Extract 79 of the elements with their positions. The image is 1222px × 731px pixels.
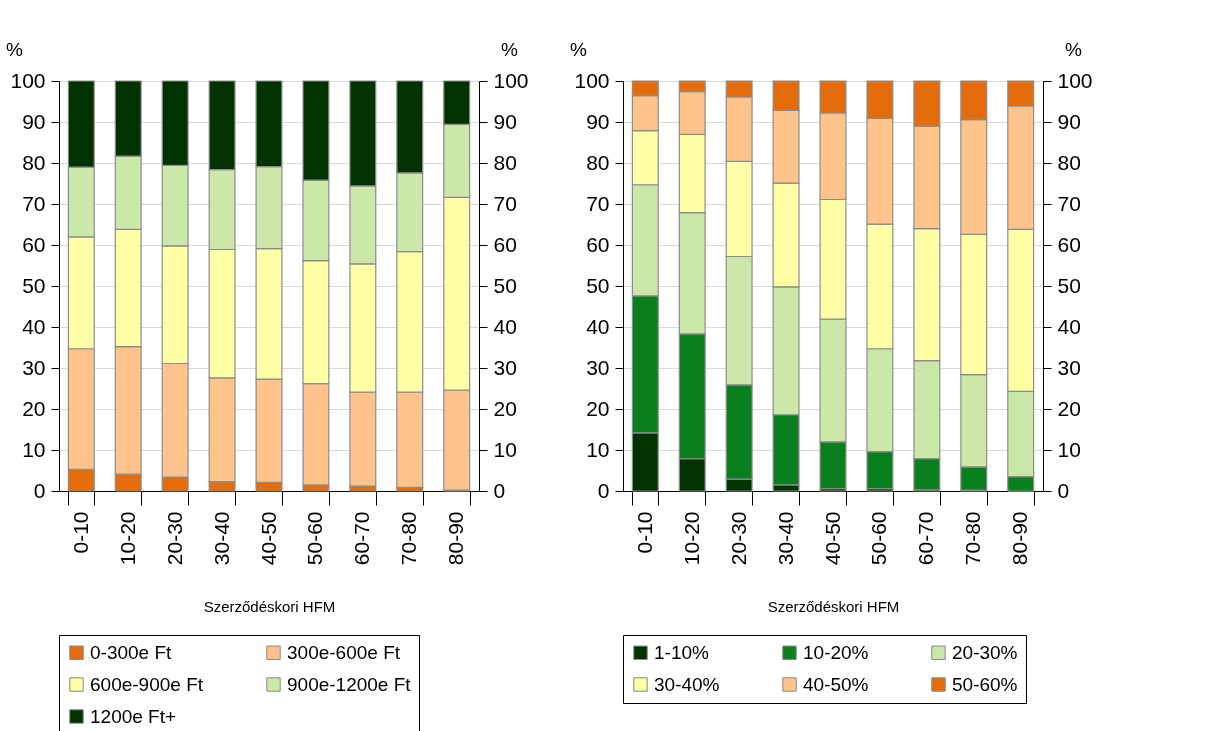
legend-label: 10-20% xyxy=(803,641,869,663)
y-tick-label: 70 xyxy=(22,191,46,215)
y2-axis-title: % xyxy=(1065,38,1083,60)
y2-axis-title: % xyxy=(501,38,519,60)
y-tick-label: 30 xyxy=(22,355,46,379)
legend-label: 900e-1200e Ft xyxy=(287,673,412,695)
x-tick-label: 40-50 xyxy=(256,511,280,566)
y-tick-label: 100 xyxy=(574,68,610,92)
y-tick-label: 80 xyxy=(22,150,46,174)
x-tick-label: 10-20 xyxy=(679,511,703,566)
y2-tick-label: 20 xyxy=(493,396,517,420)
y-tick-label: 40 xyxy=(22,314,46,338)
legend-label: 50-60% xyxy=(952,673,1018,695)
y-tick-label: 10 xyxy=(586,437,610,461)
legend-label: 600e-900e Ft xyxy=(90,673,204,695)
y-axis-title: % xyxy=(6,38,24,60)
y-tick-label: 50 xyxy=(22,273,46,297)
y2-tick-label: 70 xyxy=(1057,191,1081,215)
x-tick-label: 30-40 xyxy=(209,511,233,566)
y2-tick-label: 10 xyxy=(1057,437,1081,461)
y-tick-label: 40 xyxy=(586,314,610,338)
y2-tick-label: 100 xyxy=(493,68,529,92)
x-tick-label: 40-50 xyxy=(820,511,844,566)
y-tick-label: 80 xyxy=(586,150,610,174)
y-tick-label: 20 xyxy=(22,396,46,420)
y2-tick-label: 0 xyxy=(1057,478,1070,502)
y-tick-label: 30 xyxy=(586,355,610,379)
x-tick-label: 0-10 xyxy=(632,511,656,554)
y-tick-label: 100 xyxy=(10,68,46,92)
y2-tick-label: 30 xyxy=(493,355,517,379)
y-tick-label: 0 xyxy=(597,478,610,502)
legend-label: 20-30% xyxy=(952,641,1018,663)
y2-tick-label: 40 xyxy=(1057,314,1081,338)
y-tick-label: 50 xyxy=(586,273,610,297)
y2-tick-label: 90 xyxy=(493,109,517,133)
y2-tick-label: 100 xyxy=(1057,68,1093,92)
legend-label: 40-50% xyxy=(803,673,869,695)
x-tick-label: 0-10 xyxy=(68,511,92,554)
y2-tick-label: 90 xyxy=(1057,109,1081,133)
x-axis-title: Szerződéskori HFM xyxy=(203,598,336,616)
x-tick-label: 70-80 xyxy=(397,511,421,566)
x-tick-label: 70-80 xyxy=(961,511,985,566)
x-axis-title: Szerződéskori HFM xyxy=(767,598,900,616)
x-tick-label: 50-60 xyxy=(303,511,327,566)
y2-tick-label: 60 xyxy=(1057,232,1081,256)
y-tick-label: 90 xyxy=(586,109,610,133)
x-tick-label: 60-70 xyxy=(350,511,374,566)
y2-tick-label: 50 xyxy=(493,273,517,297)
y2-tick-label: 80 xyxy=(493,150,517,174)
y2-tick-label: 0 xyxy=(493,478,506,502)
legend-label: 1-10% xyxy=(654,641,710,663)
y-tick-label: 0 xyxy=(33,478,46,502)
x-tick-label: 20-30 xyxy=(162,511,186,566)
y-tick-label: 20 xyxy=(586,396,610,420)
y-tick-label: 10 xyxy=(22,437,46,461)
y-tick-label: 60 xyxy=(586,232,610,256)
legend-label: 300e-600e Ft xyxy=(287,641,401,663)
legend-label: 30-40% xyxy=(654,673,720,695)
x-tick-label: 80-90 xyxy=(444,511,468,566)
y-axis-title: % xyxy=(570,38,588,60)
x-tick-label: 60-70 xyxy=(914,511,938,566)
legend-label: 0-300e Ft xyxy=(90,641,173,663)
x-tick-label: 80-90 xyxy=(1008,511,1032,566)
y2-tick-label: 50 xyxy=(1057,273,1081,297)
y2-tick-label: 30 xyxy=(1057,355,1081,379)
x-tick-label: 20-30 xyxy=(726,511,750,566)
y-tick-label: 90 xyxy=(22,109,46,133)
y2-tick-label: 20 xyxy=(1057,396,1081,420)
y2-tick-label: 60 xyxy=(493,232,517,256)
y2-tick-label: 70 xyxy=(493,191,517,215)
x-tick-label: 50-60 xyxy=(867,511,891,566)
y2-tick-label: 40 xyxy=(493,314,517,338)
y-tick-label: 70 xyxy=(586,191,610,215)
x-tick-label: 10-20 xyxy=(115,511,139,566)
y-tick-label: 60 xyxy=(22,232,46,256)
y2-tick-label: 80 xyxy=(1057,150,1081,174)
y2-tick-label: 10 xyxy=(493,437,517,461)
x-tick-label: 30-40 xyxy=(773,511,797,566)
legend-label: 1200e Ft+ xyxy=(90,705,177,727)
